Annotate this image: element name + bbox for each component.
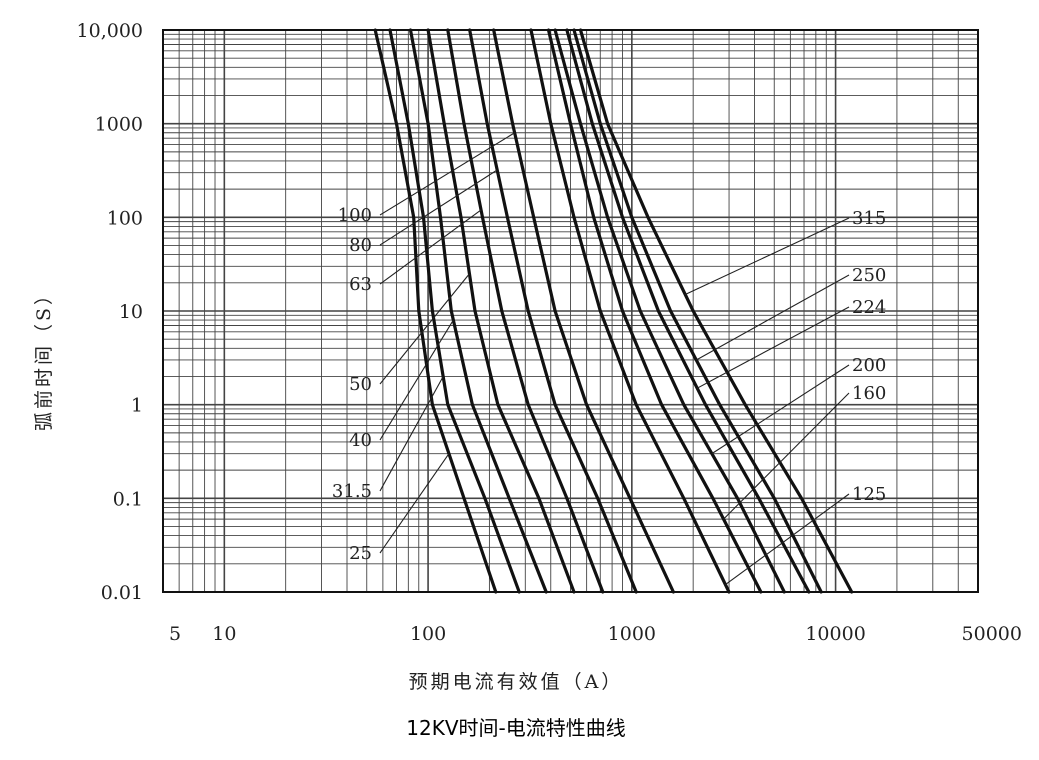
curve-line bbox=[408, 28, 548, 594]
plot-frame bbox=[162, 29, 979, 593]
y-tick-label: 0.01 bbox=[101, 582, 143, 604]
leader-line bbox=[723, 392, 850, 520]
leader-line bbox=[696, 306, 850, 389]
curve-label: 63 bbox=[349, 274, 372, 295]
x-tick-label: 50000 bbox=[962, 623, 1022, 645]
curve-label: 160 bbox=[852, 383, 886, 404]
curve-line bbox=[572, 28, 823, 594]
y-tick-label: 1 bbox=[131, 395, 143, 417]
y-tick-label: 1000 bbox=[95, 114, 143, 136]
x-tick-label: 100 bbox=[410, 623, 446, 645]
y-tick-label: 0.1 bbox=[113, 488, 143, 510]
leader-line bbox=[379, 319, 454, 441]
y-tick-label: 10,000 bbox=[77, 20, 143, 42]
curve-line bbox=[578, 28, 854, 594]
curve-label: 50 bbox=[349, 374, 372, 395]
curve-line bbox=[546, 28, 763, 594]
leader-line bbox=[711, 364, 850, 455]
x-axis-title: 预期电流有效值（A） bbox=[409, 671, 624, 693]
leader-line bbox=[379, 453, 450, 554]
curve-label: 100 bbox=[338, 205, 372, 226]
x-tick-label: 5 bbox=[169, 623, 181, 645]
curve-line bbox=[553, 28, 786, 594]
leader-line bbox=[379, 132, 515, 216]
leader-line bbox=[725, 493, 850, 586]
chart-title: 12KV时间-电流特性曲线 bbox=[406, 716, 625, 740]
leader-line bbox=[684, 217, 850, 296]
curve-label: 250 bbox=[852, 265, 886, 286]
curve-label: 315 bbox=[852, 208, 886, 229]
leader-line bbox=[379, 169, 498, 246]
x-tick-label: 1000 bbox=[608, 623, 656, 645]
curve-label: 80 bbox=[349, 235, 372, 256]
curve-label: 31.5 bbox=[332, 481, 372, 502]
y-tick-label: 100 bbox=[107, 207, 143, 229]
curve-line bbox=[373, 28, 498, 594]
curve-line bbox=[426, 28, 576, 594]
curve-label: 224 bbox=[852, 297, 886, 318]
curve-label: 40 bbox=[349, 430, 372, 451]
curve-line bbox=[492, 28, 675, 594]
curve-label: 25 bbox=[349, 543, 372, 564]
curve-line bbox=[468, 28, 638, 594]
leader-line bbox=[379, 209, 482, 285]
curve-label: 125 bbox=[852, 484, 886, 505]
curve-line bbox=[388, 28, 521, 594]
curve-line bbox=[446, 28, 605, 594]
x-tick-label: 10000 bbox=[805, 623, 865, 645]
x-tick-label: 10 bbox=[212, 623, 236, 645]
curve-label: 200 bbox=[852, 355, 886, 376]
curve-line bbox=[565, 28, 811, 594]
leader-line bbox=[696, 274, 850, 361]
curve-line bbox=[529, 28, 731, 594]
leader-line bbox=[379, 376, 444, 492]
leader-line bbox=[379, 273, 470, 385]
y-axis-title: 弧前时间（S） bbox=[33, 283, 55, 431]
y-tick-label: 10 bbox=[119, 301, 143, 323]
